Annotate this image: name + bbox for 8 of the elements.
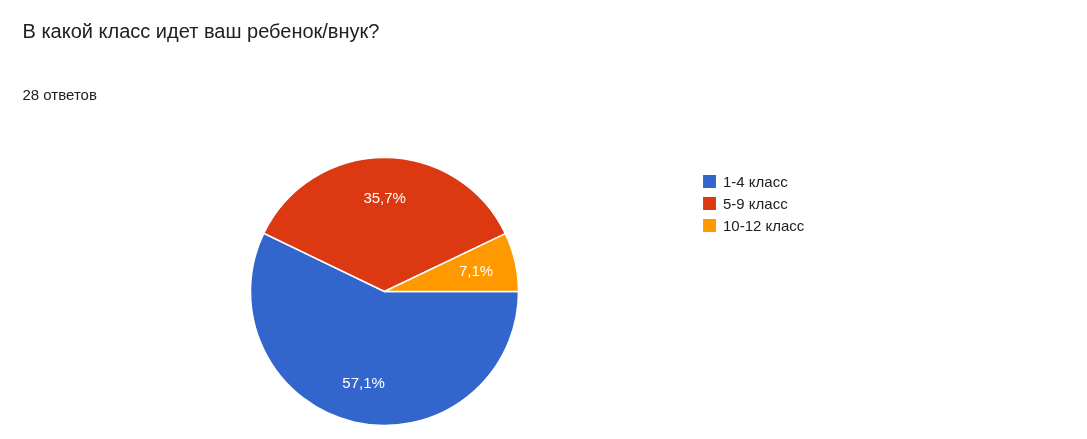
data-label: 7,1% [458,262,494,280]
legend-label: 5-9 класс [723,194,788,212]
legend-label: 10-12 класс [723,216,805,234]
data-label: 57,1% [342,374,385,392]
legend-label: 1-4 класс [723,172,788,190]
data-label: 35,7% [363,189,406,207]
text: 28 ответов [22,86,97,103]
chart-title: В какой класс идет ваш ребенок/внук? [22,19,380,42]
